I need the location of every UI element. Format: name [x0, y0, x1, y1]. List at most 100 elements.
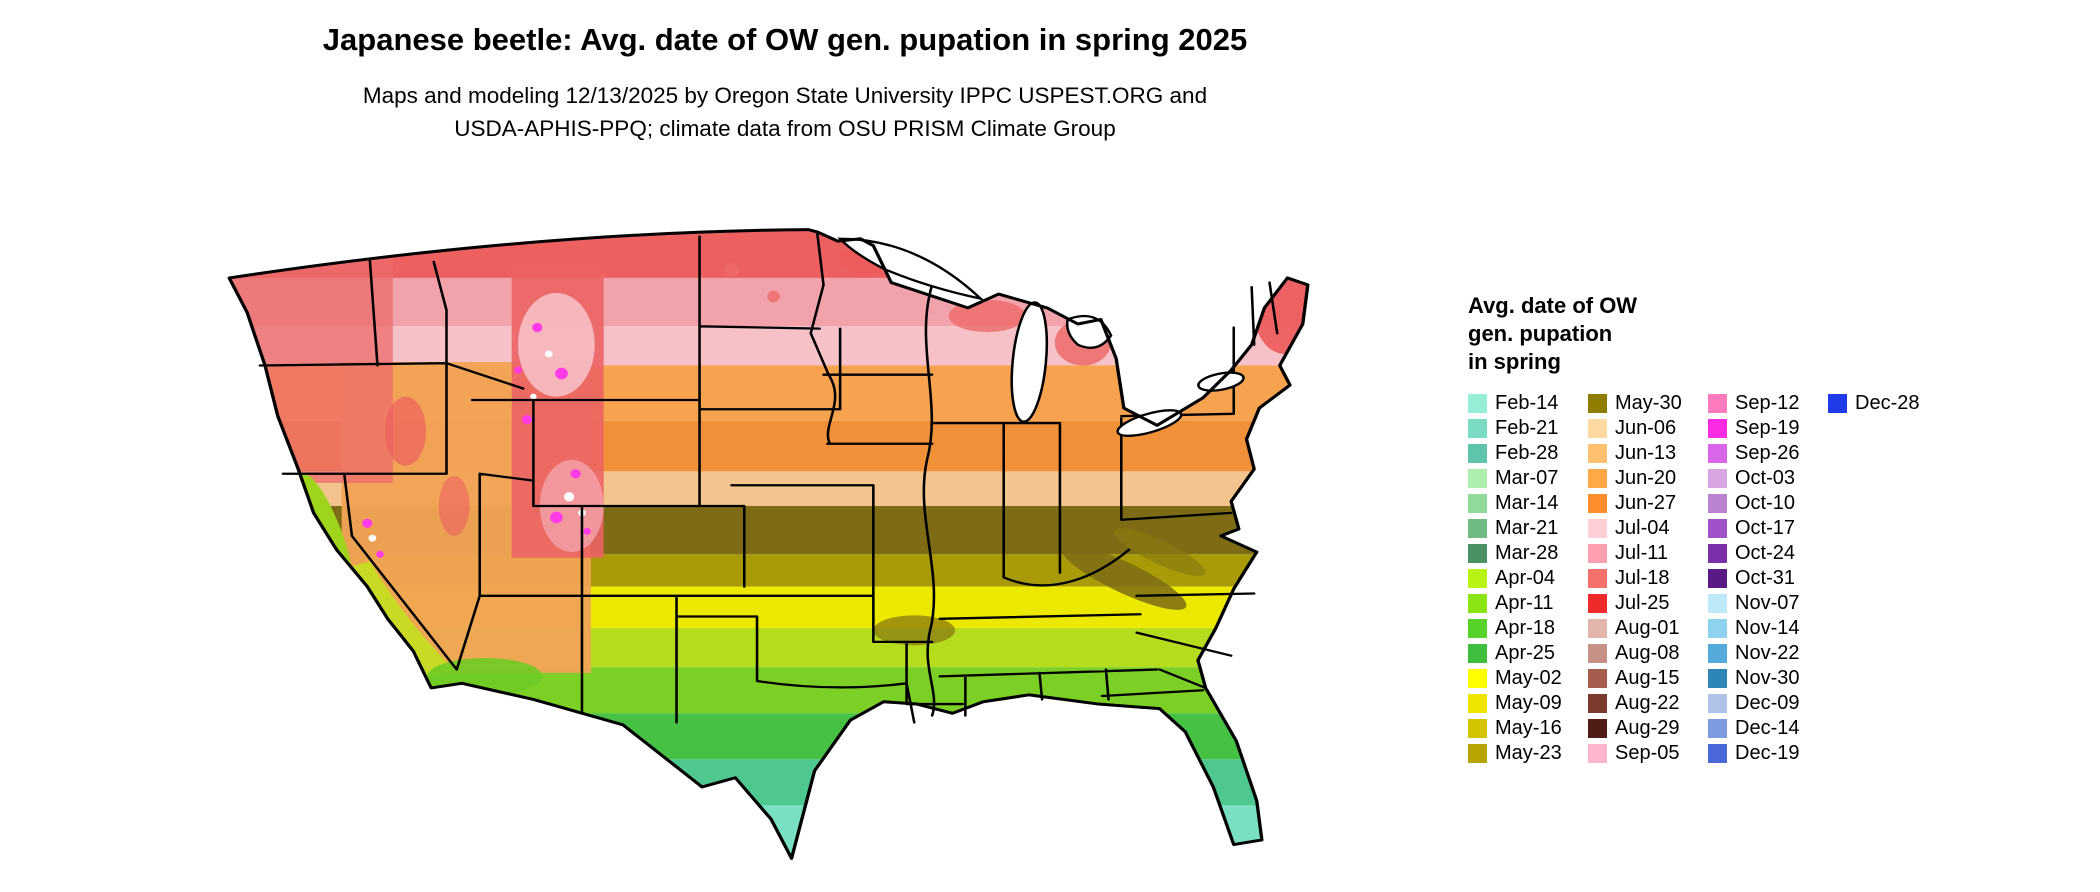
legend-item-label: Sep-12: [1735, 392, 1800, 415]
legend-item: Apr-25: [1468, 641, 1571, 666]
legend-swatch: [1708, 494, 1727, 514]
legend-item-label: Feb-28: [1495, 442, 1559, 465]
legend-swatch: [1588, 444, 1607, 464]
legend-item-label: Sep-05: [1615, 742, 1680, 765]
legend-item: Apr-18: [1468, 616, 1571, 641]
legend-swatch: [1588, 469, 1607, 489]
legend-item: Aug-29: [1588, 716, 1691, 741]
us-map-svg: [227, 228, 1310, 860]
legend-item-label: Oct-17: [1735, 517, 1796, 540]
map-band: [229, 713, 1308, 760]
legend-item-label: Oct-31: [1735, 567, 1796, 590]
map-subtitle-line1: Maps and modeling 12/13/2025 by Oregon S…: [362, 83, 1208, 108]
dakota-red-speckle: [723, 262, 740, 277]
legend-swatch: [1588, 669, 1607, 689]
legend-swatch: [1588, 619, 1607, 639]
legend-swatch: [1708, 544, 1727, 564]
legend-item-label: Jun-06: [1615, 417, 1677, 440]
legend-item: May-30: [1588, 391, 1691, 416]
legend-item: Mar-21: [1468, 516, 1571, 541]
pacific-northwest-red-patch: [229, 241, 393, 483]
map-header: Japanese beetle: Avg. date of OW gen. pu…: [0, 22, 1570, 145]
legend-item: Oct-17: [1708, 516, 1811, 541]
legend-swatch: [1468, 419, 1487, 439]
legend-item-label: Nov-22: [1735, 642, 1800, 665]
legend-item-label: Apr-04: [1495, 567, 1556, 590]
legend-swatch: [1588, 519, 1607, 539]
magenta-high-elevation-dots: [362, 322, 591, 558]
legend-column: May-30 Jun-06 Jun-13 Jun-20 Jun-27 Jul-04 Jul-…: [1588, 391, 1691, 766]
legend-item: Oct-10: [1708, 491, 1811, 516]
legend-swatch: [1708, 469, 1727, 489]
lake-superior: [837, 237, 985, 301]
legend-item: Sep-12: [1708, 391, 1811, 416]
legend-swatch: [1708, 719, 1727, 739]
legend-item-label: Feb-14: [1495, 392, 1559, 415]
legend-column: Dec-28: [1828, 391, 1931, 416]
legend-item-label: Apr-18: [1495, 617, 1556, 640]
legend-item-label: May-23: [1495, 742, 1562, 765]
legend-item: Jun-13: [1588, 441, 1691, 466]
legend-item-label: May-09: [1495, 692, 1562, 715]
legend-item-label: Jul-11: [1615, 542, 1668, 565]
legend-item-label: Dec-14: [1735, 717, 1800, 740]
legend-swatch: [1588, 594, 1607, 614]
legend-item-label: May-02: [1495, 667, 1562, 690]
legend-swatch: [1468, 669, 1487, 689]
legend-item: Dec-09: [1708, 691, 1811, 716]
legend-item: Apr-11: [1468, 591, 1571, 616]
legend-item-label: Apr-11: [1495, 592, 1554, 615]
legend-swatch: [1588, 719, 1607, 739]
legend-swatch: [1468, 694, 1487, 714]
legend-item: Sep-05: [1588, 741, 1691, 766]
legend-swatch: [1828, 394, 1847, 414]
legend-item-label: Aug-29: [1615, 717, 1680, 740]
legend-column: Feb-14 Feb-21 Feb-28 Mar-07 Mar-14 Mar-21 Mar-…: [1468, 391, 1571, 766]
legend-swatch: [1588, 644, 1607, 664]
legend-item-label: Jun-13: [1615, 442, 1677, 465]
legend-item-label: Jul-18: [1615, 567, 1670, 590]
legend-title-line: Avg. date of OW: [1468, 293, 1638, 318]
legend-title-line: in spring: [1468, 349, 1561, 375]
legend-item-label: Feb-21: [1495, 417, 1559, 440]
legend-column: Sep-12 Sep-19 Sep-26 Oct-03 Oct-10 Oct-17 Oct-…: [1708, 391, 1811, 766]
legend-item: Jun-20: [1588, 466, 1691, 491]
legend-item-label: Aug-15: [1615, 667, 1680, 690]
legend-swatch: [1708, 594, 1727, 614]
legend-swatch: [1468, 394, 1487, 414]
legend-item: Oct-24: [1708, 541, 1811, 566]
legend-swatch: [1588, 544, 1607, 564]
legend-swatch: [1708, 419, 1727, 439]
legend-item-label: Nov-14: [1735, 617, 1800, 640]
legend-item: Jul-04: [1588, 516, 1691, 541]
legend-swatch: [1588, 494, 1607, 514]
legend-item: Sep-26: [1708, 441, 1811, 466]
legend-item: Jul-11: [1588, 541, 1691, 566]
legend-item-label: May-30: [1615, 392, 1682, 415]
dakota-red-speckle: [767, 290, 781, 303]
legend-item: May-09: [1468, 691, 1571, 716]
legend-item: Jul-18: [1588, 566, 1691, 591]
map-band: [229, 628, 1308, 668]
legend-item: Jun-27: [1588, 491, 1691, 516]
legend-item: Nov-07: [1708, 591, 1811, 616]
legend-item-label: Sep-19: [1735, 417, 1800, 440]
map-subtitle-line2: USDA-APHIS-PPQ; climate data from OSU PR…: [454, 115, 1116, 141]
legend-swatch: [1708, 444, 1727, 464]
legend-swatch: [1468, 519, 1487, 539]
snow-white-dots: [368, 350, 586, 542]
us-map: [150, 172, 1428, 886]
legend-item: Feb-28: [1468, 441, 1571, 466]
legend-item-label: Jun-20: [1615, 467, 1677, 490]
legend-swatch: [1708, 569, 1727, 589]
legend-item-label: Aug-01: [1615, 617, 1680, 640]
legend-swatch: [1468, 569, 1487, 589]
legend-item: Feb-14: [1468, 391, 1571, 416]
legend-swatch: [1468, 469, 1487, 489]
legend-item-label: Nov-30: [1735, 667, 1800, 690]
legend-swatch: [1468, 494, 1487, 514]
legend-item: Aug-08: [1588, 641, 1691, 666]
montana-pink-patch: [518, 292, 595, 397]
legend-item: Dec-19: [1708, 741, 1811, 766]
legend-item-label: Sep-26: [1735, 442, 1800, 465]
